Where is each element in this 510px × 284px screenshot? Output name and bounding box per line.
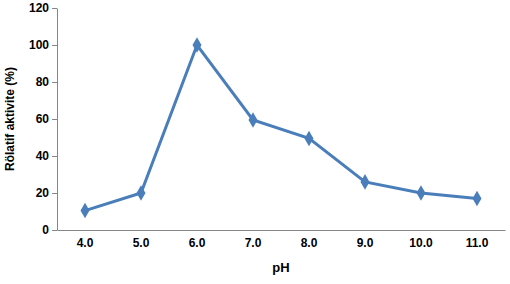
x-tick: 9.0 bbox=[357, 236, 374, 250]
x-tick: 5.0 bbox=[133, 236, 150, 250]
x-tick: 4.0 bbox=[77, 236, 94, 250]
x-tick: 7.0 bbox=[245, 236, 262, 250]
x-tick-label: 7.0 bbox=[245, 236, 262, 250]
plot-area bbox=[81, 37, 482, 218]
x-tick-label: 11.0 bbox=[466, 236, 489, 250]
y-axis-line bbox=[57, 9, 58, 231]
y-tick-label: 100 bbox=[29, 38, 49, 52]
data-point bbox=[81, 203, 90, 219]
data-point bbox=[473, 191, 482, 207]
y-tick-mark bbox=[52, 45, 57, 46]
x-tick-label: 6.0 bbox=[189, 236, 206, 250]
y-tick-label: 60 bbox=[36, 112, 50, 126]
y-tick-mark bbox=[52, 230, 57, 231]
x-tick-label: 10.0 bbox=[409, 236, 433, 250]
y-axis-title: Rölatif aktivite (%) bbox=[3, 67, 17, 171]
x-tick-label: 5.0 bbox=[133, 236, 150, 250]
x-tick-label: 4.0 bbox=[77, 236, 94, 250]
data-point bbox=[249, 112, 258, 128]
x-tick: 10.0 bbox=[409, 236, 433, 250]
y-tick: 40 bbox=[36, 149, 57, 163]
y-tick-mark bbox=[52, 8, 57, 9]
y-axis: 0 20 40 60 80 100 120 bbox=[29, 1, 58, 237]
y-tick: 0 bbox=[42, 223, 57, 237]
data-point bbox=[305, 131, 314, 147]
y-tick: 60 bbox=[36, 112, 57, 126]
y-tick-mark bbox=[52, 156, 57, 157]
y-tick-label: 80 bbox=[36, 75, 50, 89]
data-line bbox=[85, 45, 477, 211]
x-axis-line bbox=[58, 230, 506, 231]
y-tick: 100 bbox=[29, 38, 57, 52]
y-tick: 80 bbox=[36, 75, 57, 89]
y-tick: 120 bbox=[29, 1, 57, 15]
x-tick-label: 9.0 bbox=[357, 236, 374, 250]
data-point bbox=[417, 185, 426, 201]
y-tick-mark bbox=[52, 193, 57, 194]
y-tick-mark bbox=[52, 119, 57, 120]
x-tick: 6.0 bbox=[189, 236, 206, 250]
data-point bbox=[137, 185, 146, 201]
y-tick-label: 40 bbox=[36, 149, 50, 163]
y-tick-label: 120 bbox=[29, 1, 49, 15]
x-tick-label: 8.0 bbox=[301, 236, 318, 250]
y-tick-mark bbox=[52, 82, 57, 83]
x-axis: 4.0 5.0 6.0 7.0 8.0 9.0 10.0 11.0 bbox=[58, 231, 506, 250]
y-tick-label: 0 bbox=[42, 223, 49, 237]
data-point bbox=[361, 174, 370, 190]
x-tick: 11.0 bbox=[466, 236, 489, 250]
x-axis-title: pH bbox=[272, 260, 289, 275]
y-tick: 20 bbox=[36, 186, 57, 200]
y-tick-label: 20 bbox=[36, 186, 50, 200]
chart: 0 20 40 60 80 100 120 4.0 5.0 6.0 7.0 8.0 9.0 10.0 11.… bbox=[0, 0, 510, 284]
data-point bbox=[193, 37, 202, 53]
x-tick: 8.0 bbox=[301, 236, 318, 250]
